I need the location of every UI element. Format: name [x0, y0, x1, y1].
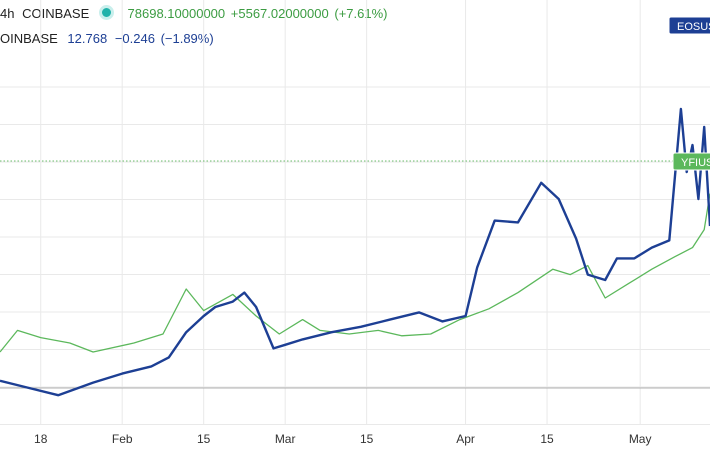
series2-source: OINBASE [0, 31, 58, 46]
eos-tag-label: EOSUS [677, 21, 710, 33]
live-status-icon [98, 5, 114, 20]
yfi-price-tag[interactable]: YFIUS [672, 152, 710, 171]
series2-pct: (−1.89%) [160, 31, 214, 46]
x-tick-label: 18 [34, 432, 48, 446]
series1-pct: (+7.61%) [334, 6, 388, 21]
yfi-tag-label: YFIUS [681, 157, 710, 169]
chart-grid [0, 0, 710, 425]
x-tick-label: May [629, 432, 652, 446]
header-row-2: OINBASE 12.768 −0.246 (−1.89%) [0, 31, 214, 46]
exchange-label: COINBASE [22, 6, 90, 21]
series-line-yfius [0, 193, 710, 353]
header-row-1: 4h COINBASE 78698.10000000 +5567.0200000… [0, 5, 387, 21]
x-tick-label: Mar [275, 432, 296, 446]
x-tick-label: 15 [540, 432, 554, 446]
x-tick-label: 15 [197, 432, 211, 446]
eos-price-tag[interactable]: EOSUS [668, 16, 710, 35]
interval-label[interactable]: 4h [0, 6, 15, 21]
series-lines [0, 107, 710, 397]
series2-price: 12.768 [67, 31, 108, 46]
x-tick-label: Feb [112, 432, 133, 446]
x-tick-label: Apr [456, 432, 475, 446]
series-line-eosus [0, 107, 710, 397]
x-axis-ticks: 18 Feb 15 Mar 15 Apr 15 May [34, 432, 651, 446]
x-tick-label: 15 [360, 432, 374, 446]
series2-change: −0.246 [114, 31, 155, 46]
series1-change: +5567.02000000 [230, 6, 329, 21]
series1-price: 78698.10000000 [127, 6, 226, 21]
